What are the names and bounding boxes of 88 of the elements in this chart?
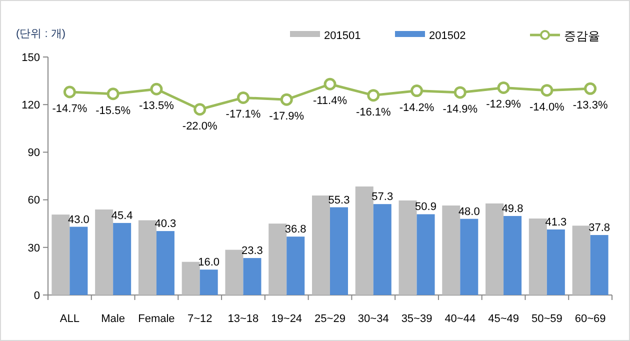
bar [225, 250, 244, 295]
data-label: -11.4% [312, 95, 348, 108]
point [367, 89, 380, 102]
bar [70, 226, 88, 295]
point [410, 84, 424, 98]
data-label: 57.3 [372, 191, 394, 204]
y-tick-label: 0 [34, 290, 40, 302]
data-label: -13.3% [572, 100, 608, 112]
data-label: 50.9 [415, 201, 436, 214]
x-tick-label: 45~49 [488, 313, 519, 325]
data-label: 41.3 [545, 216, 567, 228]
bar [546, 229, 565, 295]
x-tick-label: 60~69 [574, 313, 606, 325]
x-tick-label: 35~39 [401, 313, 432, 325]
legend-label: 201502 [429, 30, 466, 42]
bar [590, 235, 608, 295]
x-tick-label: 25~29 [314, 313, 346, 325]
bar [528, 218, 547, 295]
bar [52, 214, 70, 295]
data-label: -14.2% [399, 102, 434, 114]
bar [398, 200, 417, 295]
x-tick-label: 19~24 [271, 313, 302, 325]
data-label: 45.4 [111, 210, 133, 222]
bar [182, 262, 200, 295]
data-label: -16.1% [356, 106, 392, 118]
point [584, 82, 597, 95]
point [194, 103, 206, 116]
x-tick-label: ALL [60, 313, 80, 325]
data-label: 37.8 [588, 222, 610, 234]
legend-label: 증감율 [564, 29, 600, 43]
data-label: -14.7% [52, 102, 88, 115]
x-tick-label: Female [138, 313, 175, 325]
bar [156, 231, 174, 295]
bar [286, 236, 305, 295]
point [540, 84, 554, 97]
y-tick-label: 90 [28, 147, 40, 160]
data-label: -22.0% [182, 120, 218, 132]
data-label: 36.8 [284, 224, 306, 236]
data-label: -17.1% [226, 108, 261, 121]
bar [95, 209, 114, 295]
data-label: -17.9% [269, 110, 304, 123]
bar [416, 214, 435, 295]
point [324, 78, 336, 90]
bar [330, 207, 348, 295]
point [106, 88, 120, 100]
data-label: 49.8 [502, 202, 524, 215]
data-label: 16.0 [198, 256, 220, 269]
x-tick-label: 50~59 [531, 313, 562, 325]
bar [200, 270, 218, 295]
bar [504, 216, 522, 295]
data-label: -13.5% [139, 100, 174, 112]
bar [355, 186, 374, 295]
y-tick-label: 150 [22, 52, 40, 64]
data-label: -15.5% [96, 104, 131, 117]
point [280, 93, 293, 106]
bar [572, 226, 590, 295]
x-tick-label: 30~34 [358, 313, 389, 325]
x-tick-label: 40~44 [444, 313, 476, 325]
point [236, 91, 250, 104]
y-axis-title: (단위 : 개) [16, 28, 66, 40]
x-tick-label: Male [101, 313, 125, 325]
point [63, 86, 76, 98]
data-label: -14.9% [442, 103, 478, 116]
bar [442, 206, 460, 295]
point [454, 86, 466, 99]
bar [243, 258, 262, 295]
bar [486, 203, 504, 295]
legend-label: 201501 [324, 30, 361, 42]
data-label: 55.3 [328, 194, 350, 206]
data-label: 23.3 [242, 245, 263, 258]
point [150, 82, 163, 96]
bar [268, 224, 287, 295]
bar [460, 218, 478, 295]
x-tick-label: 13~18 [228, 313, 259, 325]
data-label: -12.9% [486, 98, 522, 111]
bar [113, 222, 132, 295]
y-tick-label: 60 [28, 194, 40, 207]
data-label: 48.0 [458, 206, 480, 218]
point [497, 81, 510, 94]
data-label: 43.0 [68, 214, 90, 226]
bar [138, 220, 156, 295]
y-tick-label: 30 [28, 242, 40, 254]
x-tick-label: 7~12 [187, 313, 212, 325]
y-tick-label: 120 [22, 99, 40, 112]
data-label: -14.0% [529, 101, 565, 114]
bar [312, 196, 330, 295]
data-label: 40.3 [154, 218, 176, 230]
bar [373, 204, 392, 295]
